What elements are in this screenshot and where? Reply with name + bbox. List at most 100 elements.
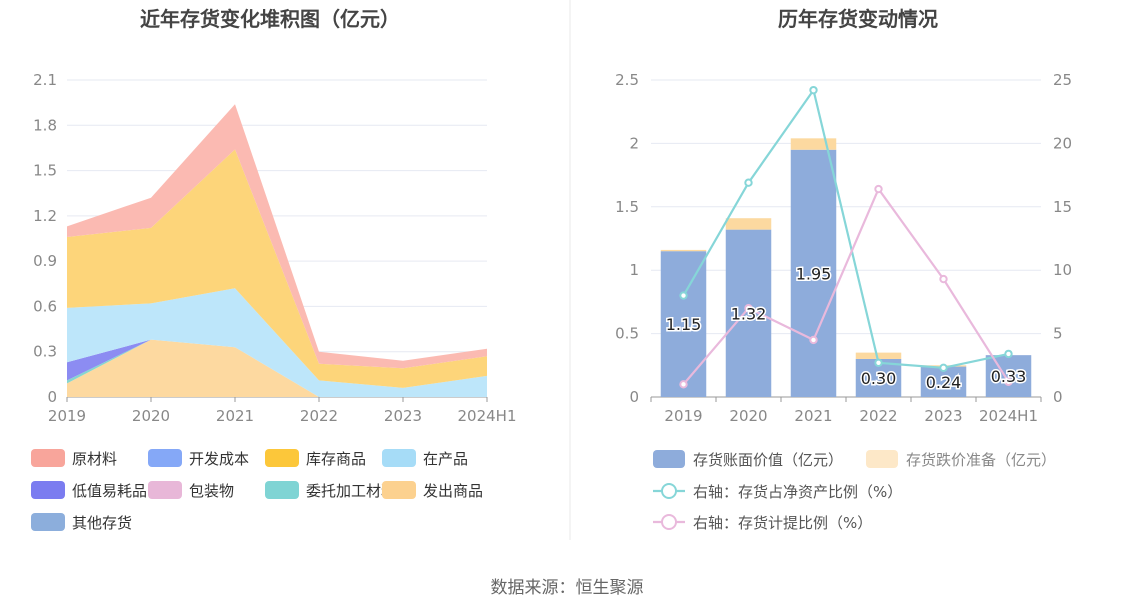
line-point (744, 304, 753, 313)
left-y-tick-label: 0.3 (33, 343, 57, 361)
right-y-tick-label: 2.5 (615, 71, 639, 89)
legend-label: 右轴：存货计提比例（%） (693, 514, 872, 532)
legend-swatch (31, 449, 65, 467)
bar-data-label: 1.95 (796, 264, 832, 283)
legend-swatch (866, 450, 898, 468)
right-chart-title: 历年存货变动情况 (778, 7, 938, 31)
right-x-tick-label: 2019 (664, 407, 702, 425)
right-y2-tick-label: 20 (1053, 134, 1072, 152)
left-y-tick-label: 0.6 (33, 297, 57, 315)
right-y-tick-label: 1.5 (615, 198, 639, 216)
right-y2-tick-label: 0 (1053, 388, 1063, 406)
legend-item-其他存货[interactable]: 其他存货 (31, 513, 132, 532)
legend-item-存货账面价值（亿元）[interactable]: 存货账面价值（亿元） (653, 450, 843, 469)
right-x-tick-label: 2022 (859, 407, 897, 425)
line-series-右轴：存货占净资产比例（%） (682, 87, 1009, 369)
left-y-tick-label: 2.1 (33, 71, 57, 89)
legend-item-在产品[interactable]: 在产品 (382, 449, 468, 468)
legend-item-发出商品[interactable]: 发出商品 (382, 481, 483, 500)
legend-item-开发成本[interactable]: 开发成本 (148, 449, 249, 468)
left-y-tick-label: 1.8 (33, 116, 57, 134)
right-legend: 存货账面价值（亿元） 存货跌价准备（亿元）右轴：存货占净资产比例（%） 右轴：存货计… (653, 450, 1056, 532)
left-x-tick-label: 2022 (300, 407, 338, 425)
legend-label: 存货账面价值（亿元） (693, 451, 843, 469)
legend-label: 在产品 (423, 450, 468, 468)
line-point (939, 363, 948, 373)
legend-marker (661, 514, 677, 530)
left-x-tick-label: 2019 (48, 407, 86, 425)
legend-item-低值易耗品[interactable]: 低值易耗品 (31, 481, 147, 500)
right-y-tick-label: 0 (629, 388, 639, 406)
source-note: 数据来源：恒生聚源 (491, 578, 644, 598)
right-x-tick-label: 2024H1 (979, 407, 1038, 425)
area-series-库存商品 (67, 149, 487, 388)
area-series-原材料 (67, 104, 487, 369)
bar-data-label: 0.30 (861, 369, 897, 388)
bar-data-label: 1.15 (666, 315, 702, 334)
right-y-tick-label: 0.5 (615, 325, 639, 343)
bar-data-label: 0.33 (991, 367, 1027, 386)
legend-item-委托加工材料[interactable]: 委托加工材料 (265, 481, 396, 500)
area-series-发出商品 (67, 339, 487, 397)
right-x-tick-label: 2020 (729, 407, 767, 425)
left-y-tick-label: 1.2 (33, 207, 57, 225)
legend-swatch (31, 481, 65, 499)
right-y2-tick-label: 10 (1053, 261, 1072, 279)
left-x-tick-label: 2021 (216, 407, 254, 425)
legend-label: 存货跌价准备（亿元） (906, 451, 1056, 469)
legend-item-原材料[interactable]: 原材料 (31, 449, 117, 468)
legend-item-右轴：存货计提比例（%）[interactable]: 右轴：存货计提比例（%） (653, 514, 872, 532)
legend-swatch (382, 481, 416, 499)
left-y-tick-label: 0.9 (33, 252, 57, 270)
left-x-tick-label: 2024H1 (458, 407, 517, 425)
legend-swatch (382, 449, 416, 467)
right-y-tick-label: 1 (629, 261, 639, 279)
stacked-area-chart: 0 0.3 0.6 0.9 1.2 1.5 1.8 2.1 2019 2020 2021 2022 20… (33, 71, 516, 425)
legend-label: 原材料 (72, 450, 117, 468)
line-point (1004, 349, 1013, 359)
line-series-右轴：存货计提比例（%） (682, 186, 1010, 386)
left-x-tick-label: 2023 (384, 407, 422, 425)
line-point (679, 380, 688, 389)
bar-line-chart: 0 0.5 1 1.5 2 2.5 0 5 10 15 20 25 2019 2020 2021 2022 20… (615, 71, 1072, 425)
legend-label: 其他存货 (72, 514, 132, 532)
left-y-tick-label: 0 (47, 388, 57, 406)
legend-swatch (265, 449, 299, 467)
left-y-tick-label: 1.5 (33, 162, 57, 180)
line-point (809, 335, 818, 345)
bar-data-label: 1.32 (731, 304, 767, 323)
right-y2-tick-label: 15 (1053, 198, 1072, 216)
bar-book-value (660, 251, 707, 397)
legend-item-包装物[interactable]: 包装物 (148, 481, 234, 500)
right-x-tick-label: 2023 (924, 407, 962, 425)
bar-book-value (725, 229, 772, 397)
bar-impairment (660, 249, 707, 252)
legend-swatch (148, 481, 182, 499)
legend-swatch (653, 450, 685, 468)
area-series-在产品 (67, 288, 487, 397)
left-chart-title: 近年存货变化堆积图（亿元） (140, 7, 400, 31)
line-point (874, 184, 883, 194)
legend-label: 发出商品 (423, 482, 483, 500)
line-point (874, 358, 883, 367)
bar-impairment (725, 218, 772, 230)
legend-item-右轴：存货占净资产比例（%）[interactable]: 右轴：存货占净资产比例（%） (653, 483, 902, 501)
legend-label: 包装物 (189, 482, 234, 500)
legend-swatch (265, 481, 299, 499)
line-point (1004, 377, 1013, 386)
legend-label: 库存商品 (306, 450, 366, 468)
bar-impairment (855, 352, 902, 359)
legend-item-库存商品[interactable]: 库存商品 (265, 449, 366, 468)
legend-item-存货跌价准备（亿元）[interactable]: 存货跌价准备（亿元） (866, 450, 1056, 469)
right-x-tick-label: 2021 (794, 407, 832, 425)
legend-swatch (31, 513, 65, 531)
bar-impairment (790, 138, 837, 150)
legend-swatch (148, 449, 182, 467)
right-y-tick-label: 2 (629, 134, 639, 152)
right-y2-tick-label: 25 (1053, 71, 1072, 89)
legend-label: 低值易耗品 (72, 482, 147, 500)
line-point (939, 274, 948, 284)
bar-book-value (790, 149, 837, 397)
line-point (679, 291, 688, 300)
